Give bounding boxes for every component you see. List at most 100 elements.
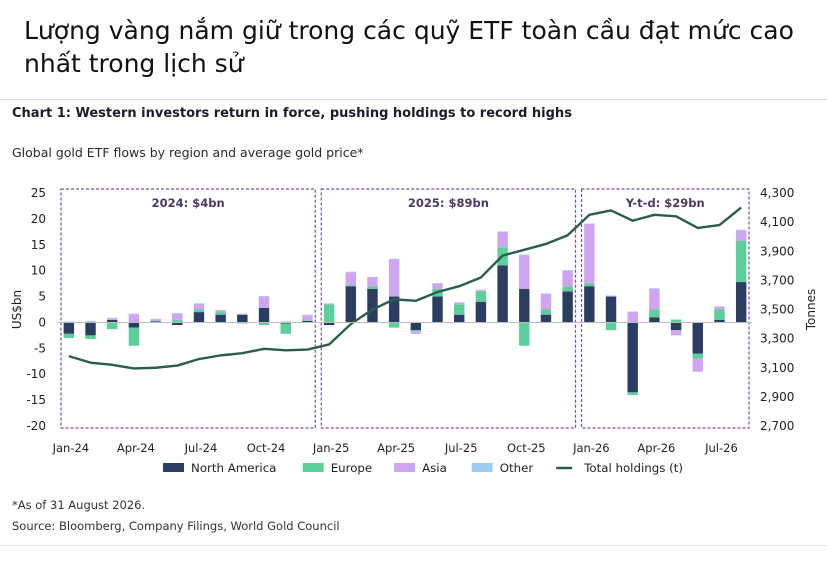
y2-tick-label-0: 4,300 bbox=[760, 186, 794, 200]
x-tick-label-4: Jan-25 bbox=[312, 441, 350, 455]
bar-europe-16 bbox=[410, 330, 422, 332]
bar-europe-15 bbox=[388, 322, 400, 328]
bar-north-america-7 bbox=[215, 314, 226, 323]
bar-north-america-23 bbox=[562, 291, 573, 323]
bar-other-4 bbox=[150, 318, 161, 320]
bar-north-america-17 bbox=[432, 296, 443, 323]
bar-europe-25 bbox=[605, 322, 617, 331]
bar-europe-14 bbox=[367, 286, 378, 289]
x-tick-label-3: Oct-24 bbox=[247, 441, 286, 455]
y-tick-label-5: 0 bbox=[38, 315, 46, 329]
bar-asia-21 bbox=[519, 255, 530, 289]
axes: 25 20 15 10 5 0 -5 -10 -15 -20 4,300 4,100 3,900 3,70… bbox=[10, 186, 818, 455]
chart-subtitle: Global gold ETF flows by region and aver… bbox=[12, 145, 364, 160]
bar-other-9 bbox=[258, 296, 270, 297]
x-tick-label-9: Apr-26 bbox=[637, 441, 675, 455]
bar-asia-14 bbox=[367, 277, 378, 287]
y2-tick-label-8: 2,700 bbox=[760, 419, 794, 433]
bar-europe-12 bbox=[323, 304, 335, 323]
bar-north-america-2 bbox=[107, 319, 118, 323]
bar-north-america-25 bbox=[605, 296, 617, 323]
x-tick-label-8: Jan-26 bbox=[572, 441, 610, 455]
bar-europe-2 bbox=[107, 322, 118, 330]
y-tick-label-6: -5 bbox=[34, 341, 46, 355]
bar-europe-8 bbox=[237, 322, 248, 324]
bar-europe-28 bbox=[670, 319, 682, 323]
bar-north-america-5 bbox=[172, 322, 183, 326]
bar-north-america-4 bbox=[150, 321, 161, 323]
bar-europe-24 bbox=[584, 283, 595, 287]
period-box-2 bbox=[580, 188, 750, 429]
bar-asia-1 bbox=[85, 321, 96, 323]
bar-asia-26 bbox=[627, 312, 638, 323]
total-holdings-line bbox=[68, 206, 742, 370]
bar-other-2 bbox=[107, 317, 118, 319]
bar-asia-3 bbox=[128, 314, 140, 323]
y-axis-title: US$bn bbox=[10, 290, 24, 329]
bar-asia-4 bbox=[150, 319, 161, 321]
bar-north-america-6 bbox=[193, 312, 205, 323]
bar-europe-3 bbox=[128, 327, 140, 346]
bar-asia-25 bbox=[605, 296, 617, 297]
y2-tick-label-3: 3,700 bbox=[760, 273, 794, 287]
legend-other-label: Other bbox=[500, 461, 534, 475]
bar-asia-7 bbox=[215, 310, 226, 313]
period-box-1 bbox=[320, 188, 577, 429]
bar-asia-31 bbox=[735, 230, 747, 241]
bar-north-america-20 bbox=[497, 265, 508, 323]
post-title: Lượng vàng nắm giữ trong các quỹ ETF toà… bbox=[24, 16, 794, 78]
bar-other-10 bbox=[280, 321, 291, 323]
bar-asia-6 bbox=[193, 303, 205, 310]
bar-other-30 bbox=[714, 306, 725, 307]
y2-axis-title: Tonnes bbox=[804, 289, 818, 331]
legend-asia-swatch bbox=[394, 463, 416, 472]
divider-top bbox=[0, 99, 827, 100]
bar-europe-1 bbox=[85, 335, 96, 340]
bar-asia-29 bbox=[692, 358, 703, 372]
bar-north-america-14 bbox=[367, 288, 378, 323]
bar-north-america-12 bbox=[323, 322, 335, 326]
bar-north-america-22 bbox=[540, 314, 552, 323]
bar-asia-20 bbox=[497, 231, 508, 248]
bar-europe-11 bbox=[302, 320, 313, 321]
bar-north-america-9 bbox=[258, 307, 270, 323]
period-label-1: 2025: $89bn bbox=[408, 196, 489, 210]
bar-north-america-0 bbox=[63, 322, 75, 334]
bar-europe-9 bbox=[258, 322, 270, 326]
period-label-0: 2024: $4bn bbox=[152, 196, 225, 210]
bar-europe-21 bbox=[519, 322, 530, 346]
bar-asia-13 bbox=[345, 272, 356, 286]
bar-other-27 bbox=[649, 288, 660, 289]
bar-asia-30 bbox=[714, 306, 725, 310]
y-tick-label-1: 20 bbox=[31, 212, 46, 226]
bar-europe-13 bbox=[345, 285, 356, 287]
bar-north-america-13 bbox=[345, 286, 356, 323]
holdings-line bbox=[68, 206, 742, 370]
bar-north-america-24 bbox=[584, 286, 595, 323]
divider-bottom bbox=[0, 545, 827, 546]
source-note: Source: Bloomberg, Company Filings, Worl… bbox=[12, 519, 340, 533]
bar-other-12 bbox=[323, 303, 335, 304]
bar-europe-5 bbox=[172, 319, 183, 323]
bar-other-1 bbox=[85, 320, 96, 322]
bar-other-22 bbox=[540, 293, 552, 295]
bar-north-america-19 bbox=[475, 301, 487, 323]
bar-asia-8 bbox=[237, 314, 248, 315]
bar-other-13 bbox=[345, 271, 356, 273]
bar-asia-15 bbox=[388, 259, 400, 297]
bar-europe-26 bbox=[627, 392, 638, 395]
bar-north-america-3 bbox=[128, 322, 140, 328]
bar-other-26 bbox=[627, 311, 638, 313]
bar-asia-22 bbox=[540, 293, 552, 310]
bar-north-america-18 bbox=[454, 314, 465, 323]
y-tick-label-4: 5 bbox=[38, 290, 46, 304]
y-tick-label-2: 15 bbox=[31, 238, 46, 252]
bar-other-28 bbox=[670, 319, 682, 320]
bar-asia-24 bbox=[584, 224, 595, 284]
bar-north-america-10 bbox=[280, 322, 291, 324]
y2-tick-label-4: 3,500 bbox=[760, 303, 794, 317]
y2-tick-label-5: 3,300 bbox=[760, 332, 794, 346]
bar-europe-27 bbox=[649, 309, 660, 318]
bar-north-america-1 bbox=[85, 322, 96, 336]
x-tick-label-5: Apr-25 bbox=[377, 441, 415, 455]
